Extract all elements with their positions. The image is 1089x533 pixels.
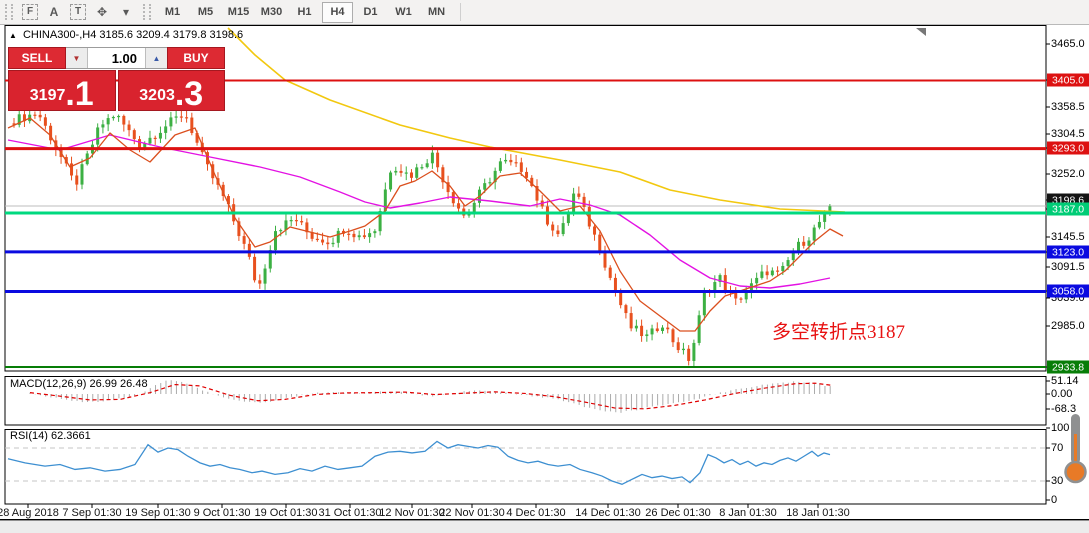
timeframe-button-m15[interactable]: M15 [227,6,250,18]
text-box-tool-icon: T [70,4,86,20]
price-tick-label: 3304.5 [1051,128,1085,140]
ohlc-values: 3185.6 3209.4 3179.8 3198.6 [99,29,244,41]
text-box-tool[interactable]: T [66,2,90,22]
timeframe-button-h4[interactable]: H4 [322,1,353,23]
date-label: 12 Nov 01:30 [379,507,445,519]
pane-frames [0,25,1089,520]
date-label: 7 Sep 01:30 [62,507,122,519]
rsi-tick-label: 30 [1051,475,1064,487]
sell-button[interactable]: SELL [8,47,66,69]
price-badge-2933.8: 2933.8 [1047,360,1089,374]
price-tick-label: 3145.5 [1051,231,1085,243]
date-label: 26 Dec 01:30 [645,507,711,519]
macd-tick-label: 0.00 [1051,388,1073,400]
thermometer-icon [1061,412,1089,491]
rsi-tick-label: 0 [1051,494,1058,506]
date-label: 18 Jan 01:30 [786,507,850,519]
buy-price-main: 3203 [139,87,175,104]
price-badge-3293.0: 3293.0 [1047,141,1089,155]
caret-up-icon: ▲ [152,53,161,63]
macd-signal-line [29,382,833,410]
caret-down-icon: ▼ [72,53,81,63]
price-tick-label: 3091.5 [1051,261,1085,273]
price-pane [5,27,1046,368]
price-tick-label: 3358.5 [1051,101,1085,113]
chart-ohlc-header: ▲ CHINA300-,H4 3185.6 3209.4 3179.8 3198… [9,29,243,41]
macd-tick-label: -68.3 [1051,403,1077,415]
chart-shift-tool[interactable]: F [18,2,42,22]
date-label: 9 Oct 01:30 [193,507,251,519]
chart-annotation-text: 多空转折点3187 [772,322,906,343]
timeframe-button-m1[interactable]: M1 [164,6,181,18]
buy-button[interactable]: BUY [167,47,225,69]
toolbar-grip [5,4,13,20]
price-tick-label: 2985.0 [1051,320,1085,332]
candlestick-series [12,107,832,368]
cursor-arrows-tool[interactable]: ✥ [96,5,108,19]
sell-price-panel[interactable]: 3197 .1 [8,70,116,111]
macd-label: MACD(12,26,9) 26.99 26.48 [10,378,148,390]
date-label: 8 Jan 01:30 [719,507,777,519]
status-strip [0,520,1089,533]
price-tick-label: 3252.0 [1051,168,1085,180]
rsi-pane [5,440,1046,486]
timeframe-button-m5[interactable]: M5 [197,6,214,18]
date-label: 31 Oct 01:30 [318,507,382,519]
macd-pane [29,380,833,413]
price-badge-3058.0: 3058.0 [1047,284,1089,298]
volume-increase-button[interactable]: ▲ [145,48,167,68]
symbol-period-label: CHINA300-,H4 [22,29,97,41]
date-label: 19 Oct 01:30 [254,507,318,519]
price-tick-label: 3465.0 [1051,38,1085,50]
price-badge-3123.0: 3123.0 [1047,245,1089,259]
toolbar-separator [460,3,461,21]
date-label: 22 Nov 01:30 [439,507,505,519]
timeframe-button-mn[interactable]: MN [427,6,446,18]
price-badge-3187.0: 3187.0 [1047,202,1089,216]
timeframe-button-d1[interactable]: D1 [363,6,378,18]
toolbar-grip [143,4,151,20]
timeframe-button-w1[interactable]: W1 [395,6,412,18]
chart-shift-marker-icon [916,28,926,36]
date-label: 28 Aug 2018 [0,507,59,519]
tool-dropdown-caret[interactable]: ▾ [122,5,130,19]
buy-price-pip: .3 [174,74,204,111]
timeframe-button-h1[interactable]: H1 [297,6,312,18]
date-label: 19 Sep 01:30 [125,507,191,519]
rsi-tick-label: 100 [1051,422,1070,434]
buy-price-panel[interactable]: 3203 .3 [117,70,225,111]
volume-input[interactable]: 1.00 [111,50,137,66]
date-label: 14 Dec 01:30 [575,507,641,519]
rsi-tick-label: 70 [1051,442,1064,454]
fast-ma [7,117,844,332]
timeframe-button-m30[interactable]: M30 [260,6,283,18]
collapse-triangle-icon: ▲ [9,31,17,40]
chart-shift-tool-icon: F [22,4,38,20]
rsi-line [7,440,831,486]
date-label: 4 Dec 01:30 [506,507,566,519]
macd-tick-label: 51.14 [1051,375,1079,387]
timeframe-group: M1 M5 M15 M30 H1 H4 D1 W1 MN [156,1,453,23]
sell-price-main: 3197 [29,87,66,104]
drawing-tools-group: F A T ✥ ▾ [18,2,138,22]
rsi-label: RSI(14) 62.3661 [10,430,91,442]
price-badge-3405.0: 3405.0 [1047,73,1089,87]
text-label-tool[interactable]: A [49,5,59,19]
toolbar: F A T ✥ ▾ M1 M5 M15 M30 H1 H4 D1 W1 MN [0,0,1089,25]
one-click-trading-panel: SELL ▼ 1.00 ▲ BUY 3197 .1 3203 .3 [8,47,225,111]
volume-box: ▼ 1.00 ▲ [66,47,167,69]
volume-decrease-button[interactable]: ▼ [66,48,88,68]
sell-price-pip: .1 [65,74,94,111]
mid-ma [7,134,831,289]
